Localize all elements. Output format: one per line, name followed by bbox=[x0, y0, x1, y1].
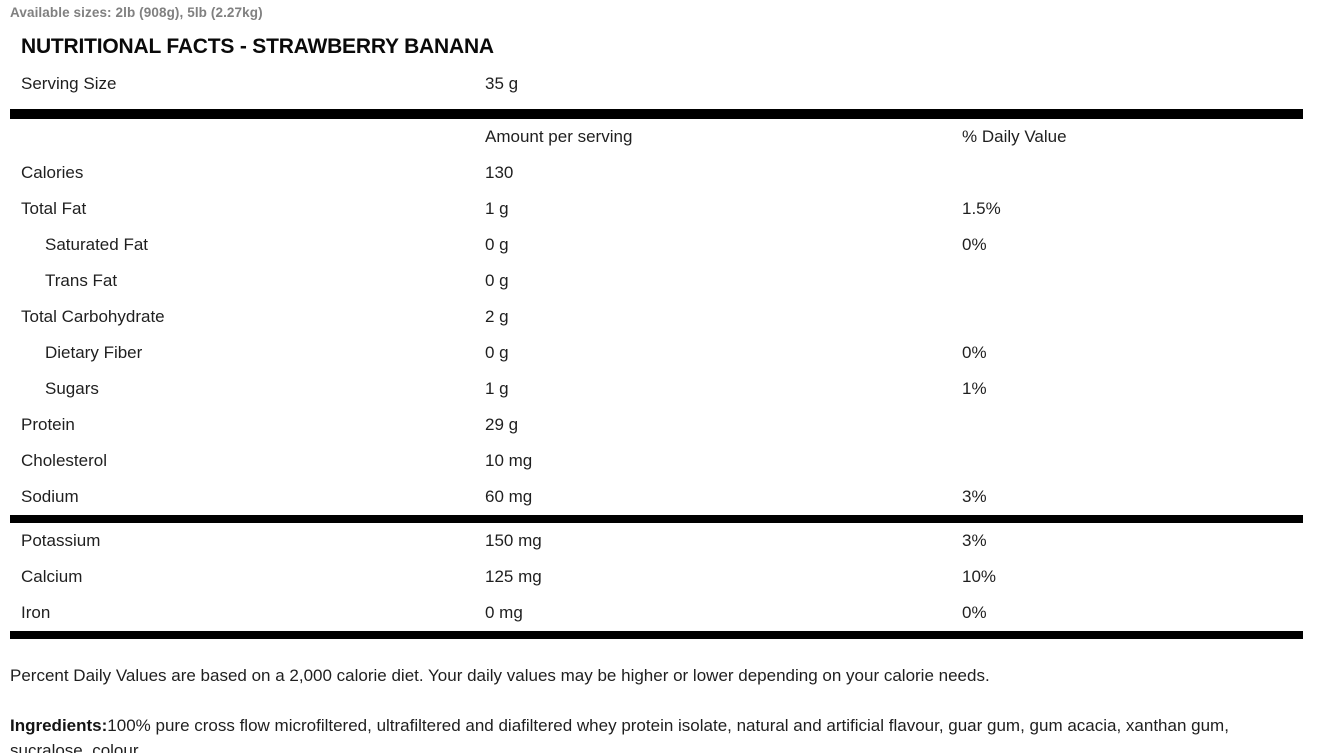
nutrient-daily-value: 1% bbox=[962, 379, 987, 398]
nutrient-label: Sugars bbox=[45, 379, 99, 398]
nutrient-daily-value: 3% bbox=[962, 531, 987, 550]
nutrient-daily-value: 0% bbox=[962, 235, 987, 254]
table-row: Total Carbohydrate 2 g bbox=[0, 299, 1317, 335]
nutrient-amount: 60 mg bbox=[485, 487, 533, 506]
serving-size-label: Serving Size bbox=[21, 74, 117, 93]
page-title: NUTRITIONAL FACTS - STRAWBERRY BANANA bbox=[21, 35, 494, 58]
nutrient-amount: 0 g bbox=[485, 271, 509, 290]
table-row: Calories 130 bbox=[0, 155, 1317, 191]
nutrient-label: Potassium bbox=[21, 531, 101, 550]
nutrient-amount: 0 g bbox=[485, 235, 509, 254]
nutrient-amount: 2 g bbox=[485, 307, 509, 326]
ingredients-text: 100% pure cross flow microfiltered, ultr… bbox=[10, 716, 1229, 753]
table-row: Cholesterol 10 mg bbox=[0, 443, 1317, 479]
table-header-row: Amount per serving % Daily Value bbox=[0, 119, 1317, 155]
divider bbox=[10, 109, 1303, 119]
table-row: Iron 0 mg 0% bbox=[0, 595, 1317, 631]
ingredients-paragraph: Ingredients:100% pure cross flow microfi… bbox=[10, 713, 1305, 753]
amount-column-header: Amount per serving bbox=[485, 127, 633, 146]
nutrient-amount: 0 g bbox=[485, 343, 509, 362]
nutrient-label: Saturated Fat bbox=[45, 235, 149, 254]
available-sizes-text: Available sizes: 2lb (908g), 5lb (2.27kg… bbox=[10, 5, 263, 20]
nutrition-table: Serving Size 35 g Amount per serving % D… bbox=[0, 66, 1317, 639]
nutrient-daily-value: 0% bbox=[962, 603, 987, 622]
table-row: Potassium 150 mg 3% bbox=[0, 523, 1317, 559]
table-row: Trans Fat 0 g bbox=[0, 263, 1317, 299]
nutrient-label: Total Fat bbox=[21, 199, 87, 218]
nutrient-daily-value: 1.5% bbox=[962, 199, 1001, 218]
nutrient-daily-value: 3% bbox=[962, 487, 987, 506]
table-row: Sugars 1 g 1% bbox=[0, 371, 1317, 407]
nutrient-label: Sodium bbox=[21, 487, 79, 506]
nutrient-amount: 125 mg bbox=[485, 567, 542, 586]
nutrient-amount: 130 bbox=[485, 163, 514, 182]
nutrient-label: Trans Fat bbox=[45, 271, 118, 290]
nutrient-label: Total Carbohydrate bbox=[21, 307, 165, 326]
table-row: Sodium 60 mg 3% bbox=[0, 479, 1317, 515]
nutrient-label: Calories bbox=[21, 163, 84, 182]
divider bbox=[10, 515, 1303, 523]
serving-size-value: 35 g bbox=[485, 74, 519, 93]
nutrient-label: Iron bbox=[21, 603, 51, 622]
nutrient-amount: 29 g bbox=[485, 415, 519, 434]
nutrient-label: Calcium bbox=[21, 567, 83, 586]
nutrient-amount: 0 mg bbox=[485, 603, 523, 622]
nutrient-label: Dietary Fiber bbox=[45, 343, 143, 362]
daily-value-note: Percent Daily Values are based on a 2,00… bbox=[10, 666, 990, 685]
table-row: Calcium 125 mg 10% bbox=[0, 559, 1317, 595]
table-row: Total Fat 1 g 1.5% bbox=[0, 191, 1317, 227]
daily-value-column-header: % Daily Value bbox=[962, 127, 1067, 146]
nutrient-amount: 10 mg bbox=[485, 451, 533, 470]
serving-size-row: Serving Size 35 g bbox=[0, 66, 1317, 102]
table-row: Protein 29 g bbox=[0, 407, 1317, 443]
divider bbox=[10, 631, 1303, 639]
nutrient-amount: 150 mg bbox=[485, 531, 542, 550]
ingredients-label: Ingredients: bbox=[10, 716, 108, 735]
nutrient-amount: 1 g bbox=[485, 379, 509, 398]
table-row: Dietary Fiber 0 g 0% bbox=[0, 335, 1317, 371]
nutrient-label: Cholesterol bbox=[21, 451, 107, 470]
nutrient-amount: 1 g bbox=[485, 199, 509, 218]
table-row: Saturated Fat 0 g 0% bbox=[0, 227, 1317, 263]
nutrient-label: Protein bbox=[21, 415, 75, 434]
nutrient-daily-value: 10% bbox=[962, 567, 997, 586]
nutrient-daily-value: 0% bbox=[962, 343, 987, 362]
